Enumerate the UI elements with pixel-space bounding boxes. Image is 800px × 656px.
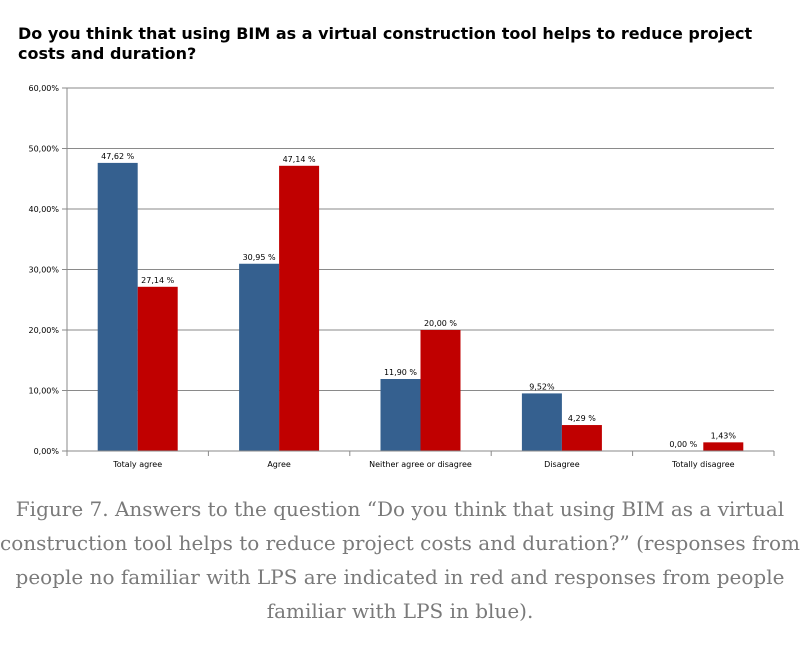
bar bbox=[380, 379, 421, 451]
data-label: 4,29 % bbox=[568, 414, 596, 423]
bar bbox=[239, 263, 280, 451]
bar bbox=[97, 162, 138, 452]
bar bbox=[420, 330, 461, 451]
y-tick-label: 10,00% bbox=[28, 387, 59, 396]
x-tick-label: Disagree bbox=[544, 460, 580, 469]
bar bbox=[561, 425, 602, 451]
data-label: 0,00 % bbox=[669, 440, 697, 449]
bar-chart: 0,00% 10,00% 20,00% 30,00% 40,00% 50,00% 60,00… bbox=[28, 84, 775, 469]
x-tick-label: Totaly agree bbox=[112, 460, 162, 469]
bar bbox=[137, 286, 178, 451]
x-tick-label: Agree bbox=[267, 460, 291, 469]
bar bbox=[521, 393, 562, 451]
x-tick-label: Neither agree or disagree bbox=[369, 460, 472, 469]
x-tick-label: Totally disagree bbox=[671, 460, 735, 469]
data-label: 9,52% bbox=[529, 382, 555, 391]
figure-caption: Figure 7. Answers to the question “Do yo… bbox=[0, 497, 800, 623]
bar bbox=[279, 165, 320, 452]
y-tick-label: 20,00% bbox=[28, 326, 59, 335]
data-labels: 47,62 % 27,14 % 30,95 % 47,14 % 11,90 % 20,00… bbox=[101, 152, 736, 449]
bar bbox=[703, 442, 744, 451]
y-tick-label: 50,00% bbox=[28, 145, 59, 154]
data-label: 47,14 % bbox=[283, 155, 316, 164]
data-label: 47,62 % bbox=[101, 152, 134, 161]
chart-figure: Do you think that using BIM as a virtual… bbox=[18, 24, 775, 469]
bars bbox=[97, 162, 744, 452]
axes: 0,00% 10,00% 20,00% 30,00% 40,00% 50,00% 60,00… bbox=[28, 84, 775, 469]
data-label: 11,90 % bbox=[384, 368, 417, 377]
data-label: 20,00 % bbox=[424, 319, 457, 328]
chart-title: Do you think that using BIM as a virtual… bbox=[18, 24, 753, 63]
data-label: 1,43% bbox=[711, 431, 737, 440]
y-tick-label: 30,00% bbox=[28, 266, 59, 275]
data-label: 30,95 % bbox=[243, 253, 276, 262]
data-label: 27,14 % bbox=[141, 276, 174, 285]
y-tick-label: 40,00% bbox=[28, 205, 59, 214]
y-tick-label: 60,00% bbox=[28, 84, 59, 93]
y-tick-label: 0,00% bbox=[34, 447, 60, 456]
